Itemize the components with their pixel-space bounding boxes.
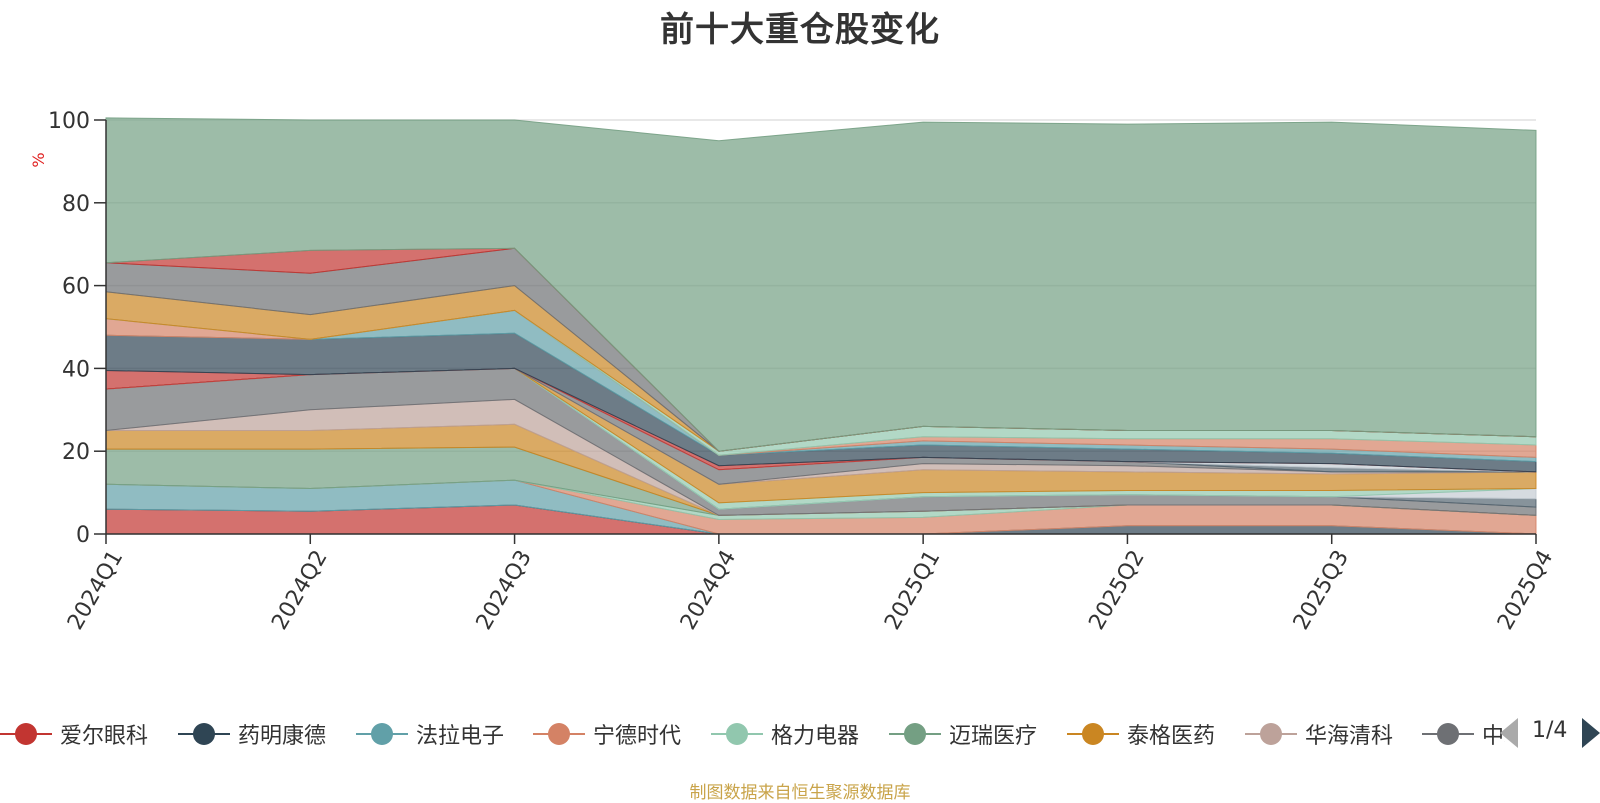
legend-item[interactable]: 宁德时代	[533, 712, 681, 756]
y-tick-label: 20	[62, 440, 90, 465]
legend-marker-icon	[711, 722, 763, 746]
legend: 爱尔眼科 药明康德 法拉电子 宁德时代 格力电器 迈瑞医疗 泰格医药 华海清科 中芯国际	[0, 712, 1505, 756]
x-tick-label: 2025Q4	[1493, 546, 1558, 634]
legend-item[interactable]: 格力电器	[711, 712, 859, 756]
x-tick-label: 2025Q2	[1084, 546, 1149, 634]
y-tick-label: 0	[76, 523, 90, 548]
chart-title: 前十大重仓股变化	[660, 10, 940, 50]
legend-item[interactable]: 迈瑞医疗	[889, 712, 1037, 756]
area-series	[105, 117, 1537, 535]
y-tick-label: 100	[48, 109, 90, 134]
legend-item[interactable]: 泰格医药	[1067, 712, 1215, 756]
x-tick-label: 2024Q3	[472, 546, 537, 634]
legend-marker-icon	[1422, 722, 1474, 746]
legend-marker-icon	[356, 722, 408, 746]
legend-label: 药明康德	[238, 724, 327, 749]
y-tick-label: 60	[62, 275, 90, 300]
legend-item[interactable]: 华海清科	[1245, 712, 1393, 756]
y-axis-label: %	[29, 152, 48, 167]
x-tick-label: 2024Q4	[676, 546, 741, 634]
x-tick-label: 2024Q2	[267, 546, 332, 634]
legend-label: 中芯国际	[1482, 724, 1505, 749]
y-tick-label: 40	[62, 357, 90, 382]
legend-label: 格力电器	[771, 724, 860, 749]
legend-marker-icon	[1245, 722, 1297, 746]
legend-label: 宁德时代	[593, 724, 682, 749]
legend-label: 法拉电子	[416, 724, 505, 749]
legend-marker-icon	[178, 722, 230, 746]
legend-prev-page-icon[interactable]	[1500, 718, 1518, 748]
legend-marker-icon	[533, 722, 585, 746]
legend-marker-icon	[1067, 722, 1119, 746]
legend-item[interactable]: 爱尔眼科	[0, 712, 148, 756]
legend-page-indicator: 1/4	[1532, 718, 1568, 743]
x-tick-label: 2025Q3	[1289, 546, 1354, 634]
legend-label: 迈瑞医疗	[949, 724, 1038, 749]
legend-label: 华海清科	[1305, 724, 1394, 749]
legend-pager: 1/4	[1500, 716, 1600, 752]
area-series-26	[105, 117, 1537, 452]
source-note: 制图数据来自恒生聚源数据库	[689, 783, 911, 803]
legend-item[interactable]: 药明康德	[178, 712, 326, 756]
x-tick-label: 2025Q1	[880, 546, 945, 634]
y-tick-label: 80	[62, 192, 90, 217]
legend-marker-icon	[889, 722, 941, 746]
legend-next-page-icon[interactable]	[1582, 718, 1600, 748]
legend-item[interactable]: 法拉电子	[356, 712, 504, 756]
legend-label: 泰格医药	[1127, 724, 1216, 749]
x-tick-label: 2024Q1	[63, 546, 128, 634]
legend-marker-icon	[0, 722, 52, 746]
legend-item[interactable]: 中芯国际	[1422, 712, 1505, 756]
legend-label: 爱尔眼科	[60, 724, 149, 749]
